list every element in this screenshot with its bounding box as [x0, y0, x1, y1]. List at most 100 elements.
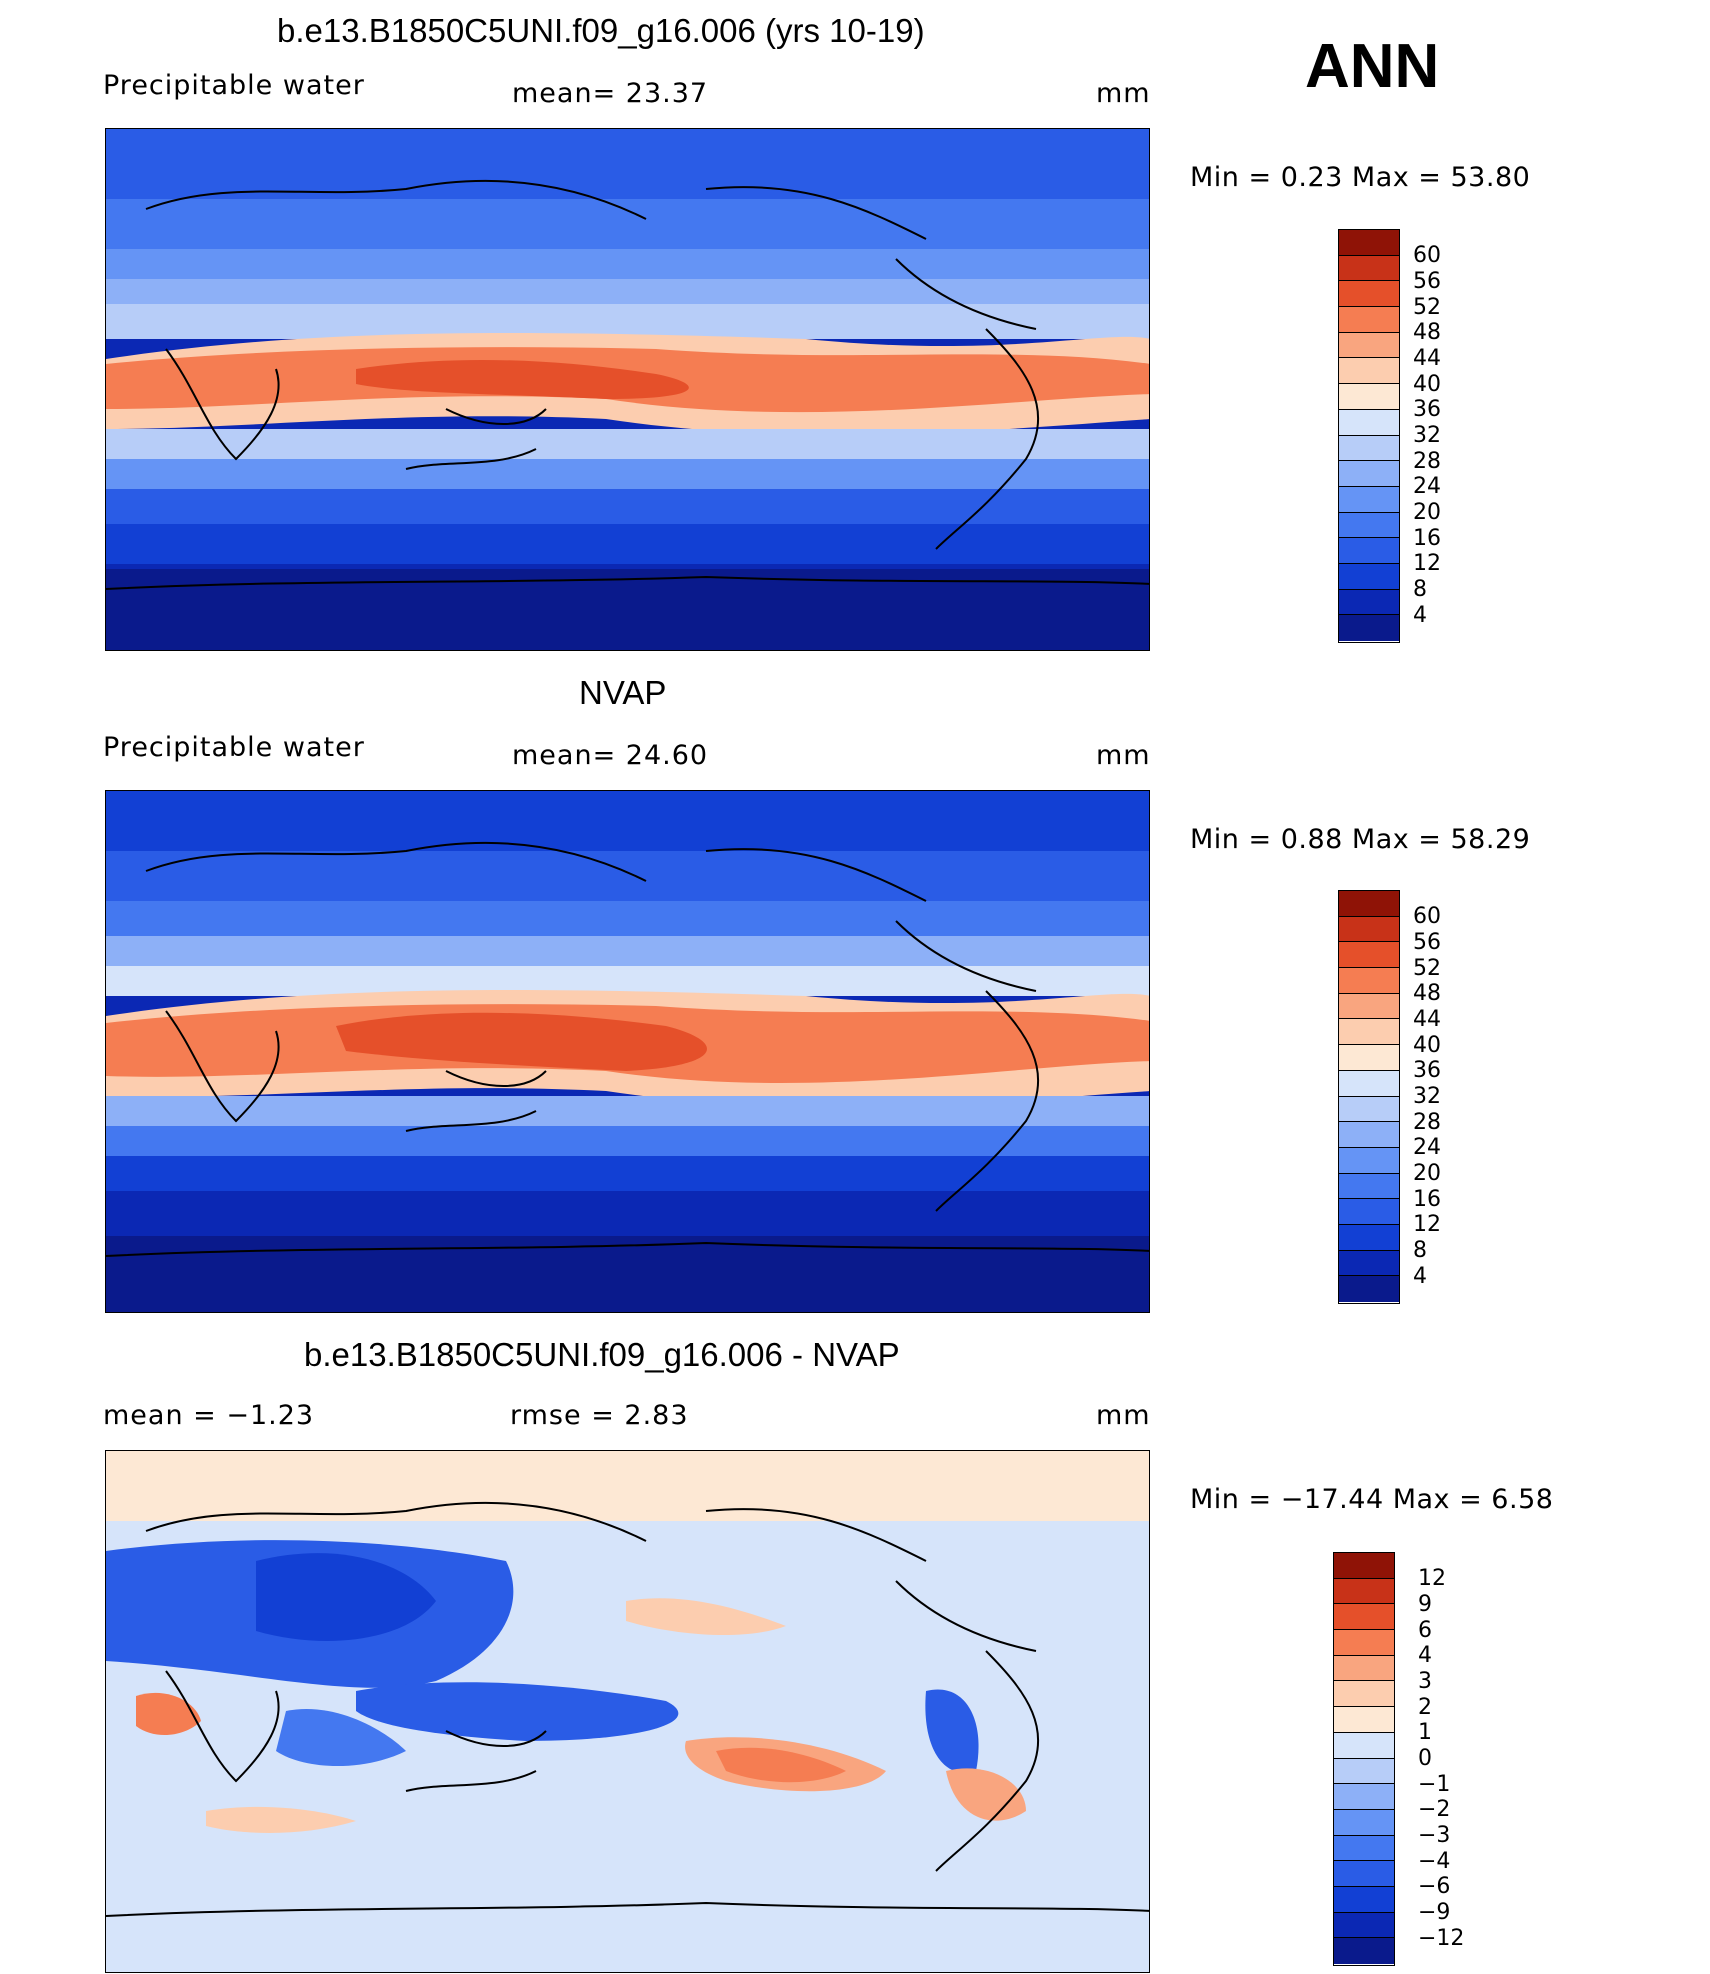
panel2-minmax: Min = 0.88 Max = 58.29 — [1190, 824, 1531, 855]
panel1-variable-label: Precipitable water — [103, 70, 365, 101]
colorbar-swatch — [1339, 615, 1399, 641]
panel3-title: b.e13.B1850C5UNI.f09_g16.006 - NVAP — [304, 1336, 900, 1373]
colorbar-swatch — [1334, 1861, 1394, 1887]
panel3-minmax: Min = −17.44 Max = 6.58 — [1190, 1484, 1554, 1515]
colorbar-swatch — [1339, 384, 1399, 410]
colorbar-tick-label: 4 — [1413, 602, 1427, 628]
colorbar-swatch — [1334, 1604, 1394, 1631]
colorbar-swatch — [1339, 1224, 1399, 1251]
colorbar-swatch — [1339, 255, 1399, 282]
colorbar-swatch — [1339, 1199, 1399, 1225]
colorbar-swatch — [1339, 1122, 1399, 1148]
colorbar-swatch — [1339, 1173, 1399, 1200]
colorbar-tick-label: 40 — [1413, 371, 1441, 397]
panel2-title: NVAP — [579, 674, 667, 711]
colorbar-swatch — [1339, 538, 1399, 564]
colorbar-swatch — [1339, 942, 1399, 969]
colorbar-swatch — [1334, 1809, 1394, 1836]
season-label: ANN — [1305, 32, 1440, 101]
colorbar-tick-label: 2 — [1418, 1694, 1432, 1720]
colorbar-tick-label: −3 — [1418, 1823, 1451, 1849]
colorbar-tick-label: −9 — [1418, 1900, 1451, 1926]
colorbar-swatch — [1334, 1912, 1394, 1939]
colorbar-swatch — [1334, 1630, 1394, 1656]
colorbar-tick-label: 60 — [1413, 904, 1441, 930]
panel2-colorbar — [1338, 890, 1400, 1304]
colorbar-tick-label: 52 — [1413, 294, 1441, 320]
panel2-mean-label: mean= 24.60 — [512, 740, 709, 771]
panel3-mean-label: mean = −1.23 — [103, 1400, 315, 1431]
colorbar-swatch — [1339, 307, 1399, 333]
colorbar-tick-label: −1 — [1418, 1771, 1451, 1797]
colorbar-swatch — [1334, 1784, 1394, 1810]
colorbar-tick-label: 12 — [1413, 551, 1441, 577]
panel1-title: b.e13.B1850C5UNI.f09_g16.006 (yrs 10-19) — [277, 12, 925, 49]
colorbar-swatch — [1334, 1886, 1394, 1913]
colorbar-tick-label: 20 — [1413, 1161, 1441, 1187]
colorbar-swatch — [1339, 589, 1399, 616]
colorbar-swatch — [1334, 1578, 1394, 1605]
colorbar-tick-label: 12 — [1418, 1566, 1446, 1592]
colorbar-tick-label: 24 — [1413, 474, 1441, 500]
colorbar-tick-label: 48 — [1413, 320, 1441, 346]
colorbar-tick-label: 4 — [1413, 1263, 1427, 1289]
colorbar-swatch — [1339, 461, 1399, 487]
panel1-map — [105, 128, 1150, 651]
colorbar-tick-label: 24 — [1413, 1135, 1441, 1161]
panel1-mean-label: mean= 23.37 — [512, 78, 709, 109]
panel3-units: mm — [1096, 1400, 1151, 1431]
panel2-map — [105, 790, 1150, 1313]
colorbar-tick-label: −2 — [1418, 1797, 1451, 1823]
colorbar-swatch — [1339, 1096, 1399, 1123]
colorbar-tick-label: 44 — [1413, 345, 1441, 371]
colorbar-tick-label: 52 — [1413, 955, 1441, 981]
colorbar-swatch — [1339, 916, 1399, 943]
colorbar-swatch — [1339, 891, 1399, 917]
colorbar-swatch — [1334, 1707, 1394, 1733]
panel2-variable-label: Precipitable water — [103, 732, 365, 763]
colorbar-tick-label: 3 — [1418, 1668, 1432, 1694]
colorbar-swatch — [1334, 1835, 1394, 1862]
colorbar-tick-label: 36 — [1413, 1058, 1441, 1084]
panel3-colorbar — [1333, 1552, 1395, 1966]
colorbar-swatch — [1339, 358, 1399, 385]
colorbar-tick-label: 56 — [1413, 929, 1441, 955]
colorbar-tick-label: 20 — [1413, 500, 1441, 526]
colorbar-tick-label: 16 — [1413, 525, 1441, 551]
colorbar-swatch — [1334, 1938, 1394, 1964]
colorbar-tick-label: 16 — [1413, 1186, 1441, 1212]
colorbar-swatch — [1334, 1655, 1394, 1682]
colorbar-swatch — [1339, 1070, 1399, 1097]
colorbar-tick-label: 9 — [1418, 1591, 1432, 1617]
colorbar-tick-label: 0 — [1418, 1746, 1432, 1771]
colorbar-swatch — [1339, 1147, 1399, 1174]
colorbar-swatch — [1339, 1276, 1399, 1302]
colorbar-swatch — [1339, 1019, 1399, 1046]
colorbar-swatch — [1339, 968, 1399, 994]
colorbar-tick-label: 32 — [1413, 1084, 1441, 1109]
colorbar-swatch — [1339, 1250, 1399, 1277]
panel3-map — [105, 1450, 1150, 1973]
colorbar-swatch — [1339, 230, 1399, 256]
colorbar-swatch — [1339, 993, 1399, 1020]
colorbar-tick-label: 28 — [1413, 1109, 1441, 1135]
colorbar-swatch — [1339, 512, 1399, 539]
colorbar-tick-label: 44 — [1413, 1006, 1441, 1032]
colorbar-tick-label: −6 — [1418, 1874, 1451, 1900]
colorbar-tick-label: −4 — [1418, 1848, 1451, 1874]
colorbar-tick-label: 8 — [1413, 1238, 1427, 1264]
colorbar-swatch — [1339, 281, 1399, 308]
panel1-units: mm — [1096, 78, 1151, 109]
panel1-minmax: Min = 0.23 Max = 53.80 — [1190, 162, 1531, 193]
colorbar-tick-label: 1 — [1418, 1720, 1432, 1746]
colorbar-tick-label: 32 — [1413, 423, 1441, 448]
panel3-contour-field — [106, 1451, 1149, 1972]
colorbar-tick-label: 4 — [1418, 1643, 1432, 1669]
panel3-rmse-label: rmse = 2.83 — [510, 1400, 689, 1431]
colorbar-tick-label: 40 — [1413, 1032, 1441, 1058]
colorbar-swatch — [1334, 1758, 1394, 1785]
colorbar-tick-label: 60 — [1413, 243, 1441, 269]
colorbar-swatch — [1334, 1553, 1394, 1579]
panel2-units: mm — [1096, 740, 1151, 771]
colorbar-swatch — [1334, 1681, 1394, 1708]
